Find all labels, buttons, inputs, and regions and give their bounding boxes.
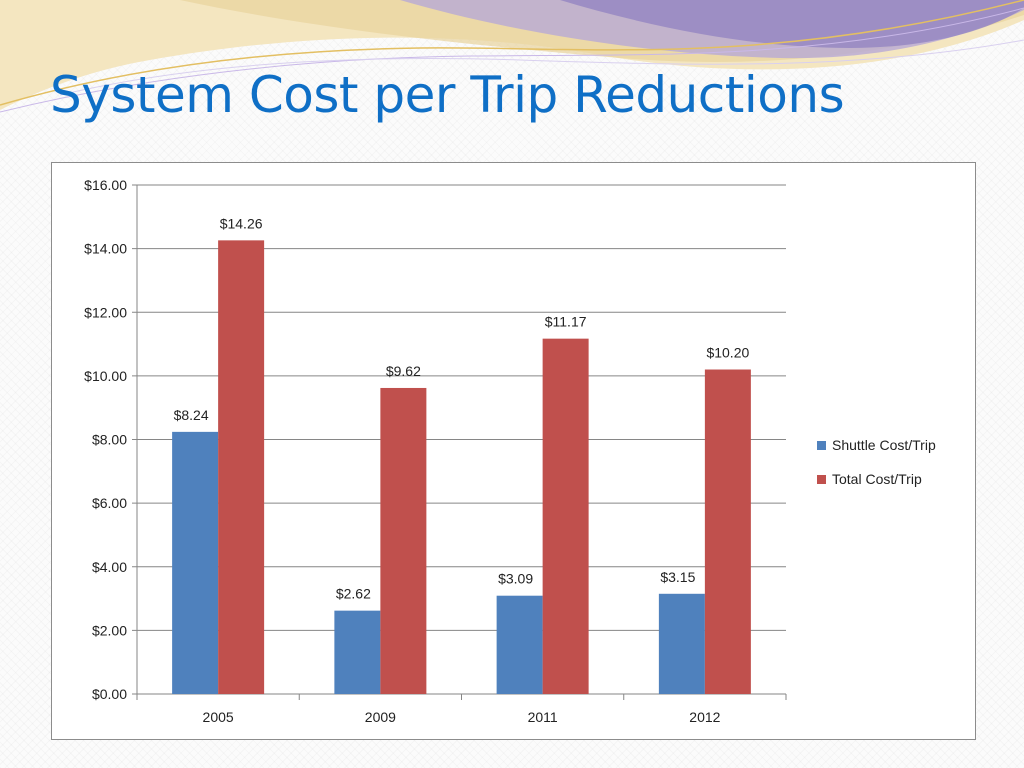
data-label: $9.62 <box>386 363 421 379</box>
y-tick-label: $14.00 <box>84 241 127 257</box>
y-tick-label: $16.00 <box>84 177 127 193</box>
data-label: $3.09 <box>498 571 533 587</box>
y-tick-label: $12.00 <box>84 304 127 320</box>
legend-item-shuttle: Shuttle Cost/Trip <box>817 428 936 462</box>
bar-shuttle-2009 <box>334 610 381 694</box>
legend-label-shuttle: Shuttle Cost/Trip <box>832 437 936 453</box>
data-label: $2.62 <box>336 586 371 602</box>
decorative-swoosh <box>0 0 1024 113</box>
y-tick-label: $4.00 <box>92 559 127 575</box>
y-tick-label: $2.00 <box>92 622 127 638</box>
slide-title: System Cost per Trip Reductions <box>50 66 845 124</box>
y-tick-label: $8.00 <box>92 432 127 448</box>
x-tick-label: 2011 <box>528 709 558 725</box>
data-label: $11.17 <box>545 314 587 330</box>
data-labels: $8.24 $14.26 $2.62 $9.62 $3.09 $11.17 $3.15 $10… <box>174 215 750 601</box>
bar-total-2012 <box>704 369 751 694</box>
legend-label-total: Total Cost/Trip <box>832 471 922 487</box>
data-label: $10.20 <box>706 345 749 361</box>
y-tick-label: $6.00 <box>92 495 127 511</box>
x-tick-label: 2009 <box>365 709 396 725</box>
bar-shuttle-2011 <box>496 595 543 694</box>
data-label: $14.26 <box>220 215 263 231</box>
data-label: $8.24 <box>174 407 209 423</box>
bar-total-2005 <box>218 240 265 694</box>
legend-swatch-shuttle <box>817 440 826 450</box>
bar-shuttle-2012 <box>658 593 705 694</box>
x-tick-label: 2005 <box>203 709 234 725</box>
bar-chart: $0.00 $2.00 $4.00 $6.00 $8.00 $10.00 $12.00 $14… <box>84 177 787 725</box>
bar-total-2009 <box>380 387 427 694</box>
legend-item-total: Total Cost/Trip <box>817 462 936 496</box>
bars <box>172 240 751 694</box>
legend-swatch-total <box>817 474 826 484</box>
y-tick-label: $10.00 <box>84 368 127 384</box>
chart-area: $0.00 $2.00 $4.00 $6.00 $8.00 $10.00 $12.00 $14… <box>51 162 976 740</box>
bar-shuttle-2005 <box>172 431 219 694</box>
bar-total-2011 <box>542 338 589 694</box>
chart-legend: Shuttle Cost/Trip Total Cost/Trip <box>817 428 936 496</box>
data-label: $3.15 <box>660 569 695 585</box>
y-tick-label: $0.00 <box>92 686 127 702</box>
x-tick-label: 2012 <box>689 709 720 725</box>
